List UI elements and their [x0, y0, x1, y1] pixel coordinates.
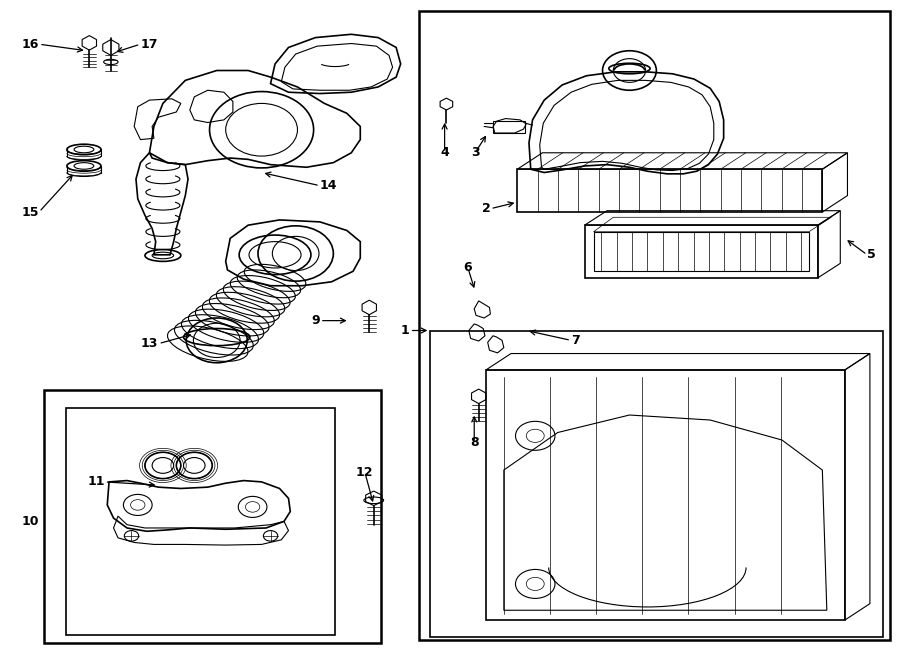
Text: 6: 6: [464, 262, 472, 274]
Bar: [518, 169, 823, 212]
Text: 16: 16: [22, 38, 39, 51]
Bar: [66, 408, 335, 635]
Bar: [486, 370, 845, 620]
Text: 14: 14: [320, 179, 338, 192]
Text: 15: 15: [22, 206, 39, 219]
Bar: [594, 232, 809, 271]
Text: 8: 8: [470, 436, 479, 449]
Text: 17: 17: [140, 38, 158, 51]
Text: 4: 4: [440, 146, 449, 159]
Bar: [418, 11, 889, 640]
Bar: [430, 330, 884, 637]
Text: 3: 3: [471, 146, 480, 159]
Text: 12: 12: [356, 465, 374, 479]
Bar: [585, 225, 818, 278]
Text: 9: 9: [311, 314, 320, 327]
Text: 13: 13: [141, 337, 158, 350]
Text: 11: 11: [87, 475, 104, 488]
Bar: [493, 121, 526, 133]
Text: 10: 10: [22, 515, 39, 528]
Bar: [44, 390, 381, 643]
Text: 5: 5: [868, 249, 876, 261]
Text: 7: 7: [572, 334, 580, 347]
Text: 1: 1: [400, 324, 410, 337]
Text: 2: 2: [482, 202, 490, 215]
